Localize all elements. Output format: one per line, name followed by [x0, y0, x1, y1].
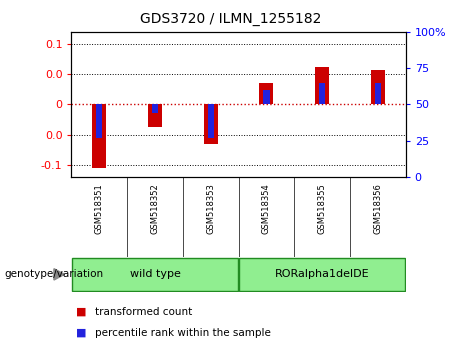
Bar	[207, 104, 214, 138]
Text: RORalpha1delDE: RORalpha1delDE	[275, 269, 369, 279]
Text: ■: ■	[76, 328, 87, 338]
Text: GSM518352: GSM518352	[150, 183, 160, 234]
Text: GSM518355: GSM518355	[318, 183, 327, 234]
Bar	[319, 82, 325, 104]
Text: GSM518353: GSM518353	[206, 183, 215, 234]
Text: ■: ■	[76, 307, 87, 316]
Polygon shape	[54, 269, 65, 280]
Text: GSM518351: GSM518351	[95, 183, 104, 234]
Bar	[263, 90, 270, 104]
Bar	[96, 104, 102, 138]
Text: percentile rank within the sample: percentile rank within the sample	[95, 328, 271, 338]
Text: wild type: wild type	[130, 269, 180, 279]
Text: genotype/variation: genotype/variation	[5, 269, 104, 279]
Bar	[371, 70, 385, 104]
Bar	[239, 258, 405, 291]
Bar	[204, 104, 218, 144]
Bar	[260, 83, 273, 104]
Bar	[375, 82, 381, 104]
Bar	[92, 104, 106, 168]
Text: transformed count: transformed count	[95, 307, 192, 316]
Bar	[72, 258, 238, 291]
Text: GSM518354: GSM518354	[262, 183, 271, 234]
Text: GDS3720 / ILMN_1255182: GDS3720 / ILMN_1255182	[140, 12, 321, 27]
Bar	[315, 67, 329, 104]
Bar	[152, 104, 158, 113]
Bar	[148, 104, 162, 127]
Text: GSM518356: GSM518356	[373, 183, 382, 234]
